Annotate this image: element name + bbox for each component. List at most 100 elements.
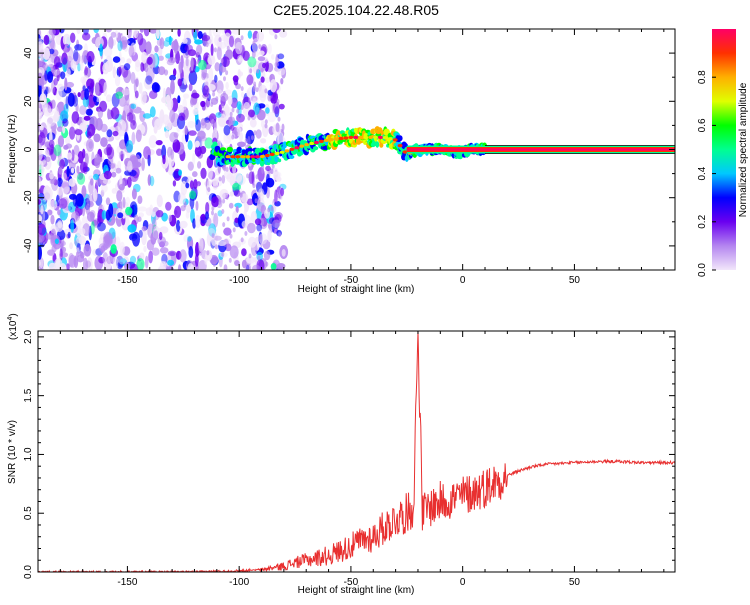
heatmap-cell	[255, 155, 260, 159]
heatmap-cell	[257, 56, 266, 62]
heatmap-cell	[192, 152, 196, 165]
heatmap-cell	[129, 255, 137, 264]
heatmap-cell	[247, 30, 253, 39]
heatmap-cell	[177, 78, 182, 87]
heatmap-cell	[204, 255, 208, 265]
heatmap-cell	[38, 38, 44, 51]
heatmap-cell	[153, 230, 159, 241]
heatmap-cell	[73, 144, 80, 157]
heatmap-cell	[225, 70, 229, 76]
heatmap-cell	[93, 133, 101, 143]
heatmap-cell	[185, 182, 190, 189]
heatmap-cell	[212, 179, 219, 190]
heatmap-cell	[38, 237, 43, 245]
snr-x-label: Height of straight line (km)	[298, 585, 415, 596]
heatmap-cell	[82, 148, 86, 159]
heatmap-cell	[179, 249, 187, 263]
heatmap-cell	[185, 74, 189, 83]
heatmap-cell	[54, 258, 63, 270]
heatmap-cell	[265, 261, 269, 267]
heatmap-cell	[170, 149, 175, 160]
snr-multiplier-close: )	[8, 313, 19, 316]
spectrogram-x-label: Height of straight line (km)	[298, 284, 415, 295]
heatmap-cell	[176, 69, 181, 82]
heatmap-cell	[38, 159, 44, 170]
heatmap-cell	[50, 214, 55, 225]
heatmap-cell	[127, 29, 132, 33]
heatmap-cell	[55, 222, 64, 232]
heatmap-cell	[247, 222, 256, 234]
heatmap-cell	[208, 223, 217, 237]
heatmap-cell	[103, 82, 108, 97]
heatmap-cell	[309, 141, 314, 146]
snr-x-axis: -150 -100 -50 0 50	[37, 331, 665, 588]
heatmap-cell	[115, 236, 121, 250]
heatmap-cell	[140, 90, 147, 105]
heatmap-cell	[117, 40, 123, 52]
heatmap-cell	[103, 46, 113, 57]
colorbar-ticks: 0.0 0.2 0.4 0.6 0.8	[697, 70, 716, 277]
heatmap-cell	[134, 90, 139, 99]
heatmap-cell	[246, 74, 254, 86]
heatmap-cell	[103, 170, 112, 180]
heatmap-cell	[122, 210, 126, 219]
heatmap-cell	[65, 96, 69, 110]
heatmap-cell	[245, 129, 255, 145]
heatmap-cell	[338, 136, 344, 141]
heatmap-cell	[64, 228, 73, 235]
heatmap-cell	[218, 176, 222, 182]
heatmap-cell	[233, 189, 241, 197]
heatmap-cell	[48, 57, 52, 65]
heatmap-cell	[97, 222, 106, 232]
heatmap-cell	[167, 250, 177, 256]
heatmap-cell	[148, 135, 158, 148]
heatmap-cell	[136, 258, 145, 270]
heatmap-cell	[392, 138, 398, 142]
heatmap-cell	[251, 171, 255, 186]
heatmap-cell	[271, 102, 276, 113]
heatmap-cell	[145, 75, 153, 85]
heatmap-cell	[130, 71, 136, 84]
heatmap-cell	[253, 130, 257, 136]
heatmap-cell	[236, 108, 240, 114]
heatmap-cell	[172, 180, 177, 187]
heatmap-cell	[218, 197, 222, 203]
heatmap-cell	[70, 32, 76, 43]
heatmap-cell	[223, 166, 227, 172]
heatmap-cell	[65, 81, 75, 88]
heatmap-cell	[180, 43, 188, 54]
heatmap-cell	[177, 29, 181, 37]
heatmap-cell	[274, 189, 278, 205]
heatmap-cell	[66, 152, 73, 160]
heatmap-cell	[294, 146, 300, 150]
heatmap-cell	[165, 120, 172, 131]
heatmap-cell	[249, 68, 253, 74]
heatmap-cell	[156, 148, 163, 156]
heatmap-cell	[65, 62, 72, 71]
heatmap-cell	[274, 151, 280, 155]
heatmap-cell	[61, 52, 68, 65]
heatmap-cell	[212, 91, 216, 97]
heatmap-cell	[353, 135, 359, 139]
y-tick-label: 20	[23, 95, 34, 107]
heatmap-cell	[269, 152, 275, 156]
heatmap-cell	[159, 247, 169, 254]
heatmap-cell	[173, 132, 179, 138]
heatmap-cell	[152, 218, 157, 230]
heatmap-cell	[88, 141, 93, 149]
heatmap-cell	[67, 50, 73, 62]
heatmap-cell	[90, 212, 95, 222]
heatmap-cell	[271, 54, 275, 60]
heatmap-cell	[214, 244, 218, 250]
heatmap-cell	[53, 56, 61, 68]
heatmap-cell	[147, 153, 151, 167]
heatmap-cell	[149, 175, 155, 187]
heatmap-cell	[246, 173, 250, 179]
x-tick-label: 50	[569, 577, 581, 588]
heatmap-cell	[397, 135, 403, 142]
heatmap-cell	[68, 178, 76, 187]
heatmap-cell	[48, 139, 55, 149]
heatmap-cell	[207, 179, 211, 190]
heatmap-cell	[62, 118, 69, 127]
heatmap-cell	[277, 53, 285, 60]
